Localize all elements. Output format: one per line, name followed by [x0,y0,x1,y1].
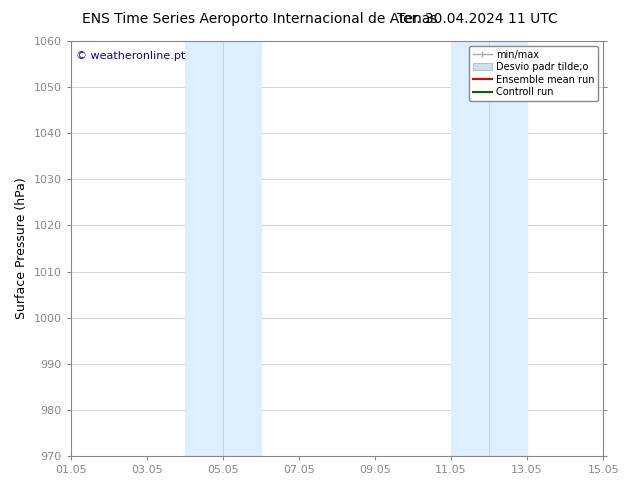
Bar [185,41,261,456]
Legend: min/max, Desvio padr tilde;o, Ensemble mean run, Controll run: min/max, Desvio padr tilde;o, Ensemble m… [469,46,598,101]
Bar [451,41,527,456]
Y-axis label: Surface Pressure (hPa): Surface Pressure (hPa) [15,178,28,319]
Text: Ter. 30.04.2024 11 UTC: Ter. 30.04.2024 11 UTC [397,12,558,26]
Text: © weatheronline.pt: © weatheronline.pt [76,51,185,61]
Text: ENS Time Series Aeroporto Internacional de Atenas: ENS Time Series Aeroporto Internacional … [82,12,438,26]
